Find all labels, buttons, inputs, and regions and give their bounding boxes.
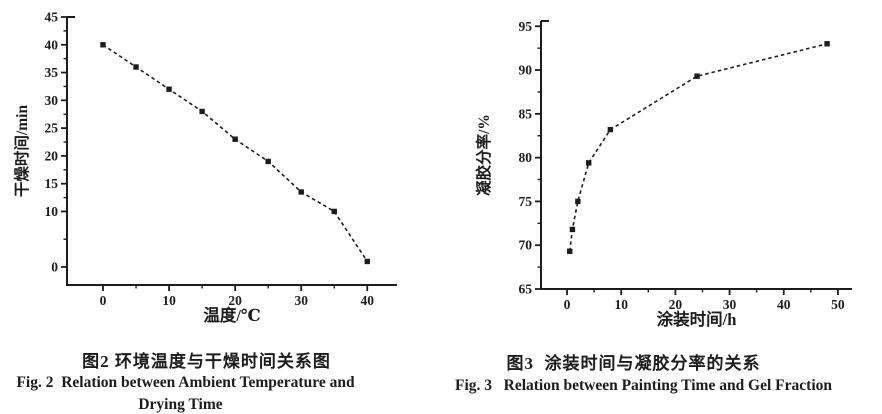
figure-3-caption-en: Fig. 3 Relation between Painting Time an… (454, 377, 832, 394)
data-point (232, 136, 238, 142)
x-tick-label: 20 (228, 293, 242, 308)
y-tick-label: 80 (519, 150, 533, 165)
x-tick-label: 30 (294, 293, 308, 308)
y-tick-label: 15 (45, 176, 59, 191)
drying-time-vs-temperature-chart: 0 10 20 30 40 0 10 15 20 25 30 35 40 45 温度/℃ 干燥时间/min (12, 10, 397, 325)
data-point (569, 226, 576, 233)
data-point (199, 108, 205, 115)
data-point (265, 158, 271, 165)
figure-2-caption-en-line2: Drying Time (138, 396, 223, 413)
y-axis-title: 干燥时间/min (12, 105, 31, 198)
figure-2-caption-en: Fig. 2 Relation between Ambient Temperat… (16, 374, 355, 391)
y-axis-title: 凝胶分率/% (474, 114, 493, 196)
y-tick-label: 90 (519, 63, 533, 78)
y-tick-label: 95 (519, 19, 533, 34)
figure-3-title-zh: 图3 涂装时间与凝胶分率的关系 (506, 354, 761, 373)
y-tick-label: 10 (45, 204, 59, 219)
data-point (166, 86, 172, 92)
y-tick-label: 85 (519, 106, 533, 121)
y-tick-label: 25 (45, 121, 59, 136)
x-tick-label: 0 (564, 297, 571, 312)
y-tick-label: 0 (51, 260, 58, 275)
data-point (567, 248, 573, 255)
y-tick-label: 40 (45, 37, 59, 52)
data-point (585, 160, 592, 166)
data-point (364, 258, 370, 265)
y-tick-label: 65 (519, 282, 533, 297)
data-point (331, 208, 337, 215)
x-tick-label: 40 (777, 297, 791, 312)
x-axis-title: 涂装时间/h (657, 309, 737, 329)
data-point (824, 41, 830, 47)
figure-2-title-zh: 图2 环境温度与干燥时间关系图 (82, 352, 331, 371)
x-tick-label: 0 (100, 293, 107, 308)
data-point (694, 73, 700, 79)
y-tick-label: 45 (45, 10, 59, 25)
data-point (607, 126, 614, 133)
x-tick-label: 30 (723, 297, 737, 312)
figure-2: 0 10 20 30 40 0 10 15 20 25 30 35 40 45 温度/℃ 干燥时间/min 图… (0, 0, 441, 413)
gel-fraction-vs-painting-time-chart: 0 10 20 30 40 50 65 70 75 80 85 90 95 涂装时间/h 凝胶分率/% (474, 19, 852, 329)
y-tick-label: 30 (45, 93, 59, 108)
x-tick-label: 50 (831, 297, 845, 312)
data-point (100, 42, 106, 48)
x-tick-label: 20 (669, 297, 683, 312)
y-tick-label: 75 (519, 194, 533, 209)
series-line (102, 44, 368, 262)
y-tick-label: 20 (45, 148, 59, 163)
figure-3: 0 10 20 30 40 50 65 70 75 80 85 90 95 涂装时间/h 凝胶分率/% 图3… (441, 0, 882, 403)
data-point (575, 198, 581, 205)
data-point (298, 189, 304, 195)
x-tick-label: 40 (361, 293, 375, 308)
x-axis-title: 温度/℃ (203, 305, 260, 325)
x-tick-label: 10 (614, 297, 628, 312)
y-tick-label: 35 (45, 65, 59, 80)
x-tick-label: 10 (162, 293, 176, 308)
data-point (133, 64, 139, 70)
y-tick-label: 70 (519, 238, 533, 253)
